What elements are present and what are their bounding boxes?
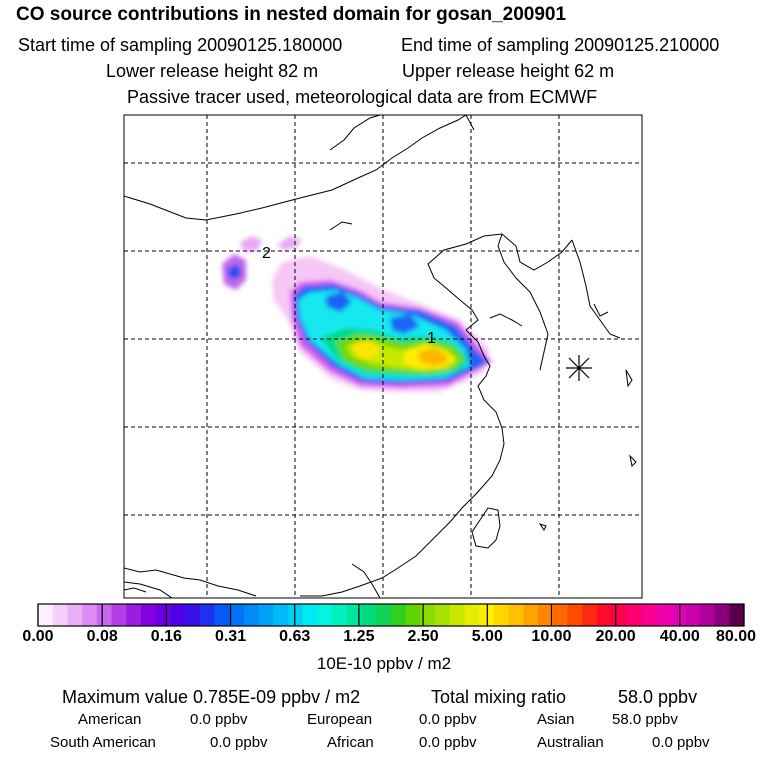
colorbar-swatch (596, 604, 613, 626)
colorbar-swatch (243, 604, 260, 626)
region-value-south-american: 0.0 ppbv (210, 734, 268, 751)
colorbar-swatch (464, 604, 480, 626)
colorbar-swatch (214, 604, 230, 626)
colorbar-swatch (670, 604, 686, 626)
lower-release-label: Lower release height 82 m (106, 61, 319, 81)
colorbar-swatch (420, 604, 436, 626)
plume-orange-core (418, 348, 448, 366)
colorbar-swatch (96, 604, 113, 626)
colorbar-swatch (288, 604, 304, 626)
region-value-african: 0.0 ppbv (419, 734, 477, 751)
colorbar-swatch (523, 604, 539, 626)
colorbar-tick-label: 40.00 (659, 628, 700, 645)
colorbar-swatch (332, 604, 348, 626)
colorbar-swatch (273, 604, 289, 626)
colorbar-swatch (140, 604, 157, 626)
colorbar-swatch (582, 604, 598, 626)
upper-release-label: Upper release height 62 m (402, 61, 615, 81)
colorbar-tick-label: 20.00 (595, 628, 636, 645)
plume-blue-pocket-2 (390, 314, 420, 334)
colorbar-tick-label: 0.16 (150, 628, 182, 645)
colorbar-swatch (641, 604, 657, 626)
max-value-label: Maximum value 0.785E-09 ppbv / m2 (62, 687, 361, 707)
patch-pink-3 (278, 236, 302, 250)
region-name-south-american: South American (50, 734, 156, 751)
lat-lon-grid (124, 115, 642, 598)
source-marker-1: 1 (427, 330, 436, 347)
colorbar-swatch (391, 604, 407, 626)
colorbar-frame (37, 603, 745, 627)
colorbar-swatch (361, 604, 377, 626)
plume-blue-pocket (326, 292, 352, 312)
colorbar-tick-label: 5.00 (471, 628, 503, 645)
total-mixing-value: 58.0 ppbv (618, 687, 698, 707)
map-frame (123, 114, 643, 599)
region-value-australian: 0.0 ppbv (652, 734, 710, 751)
colorbar-swatch (493, 604, 510, 626)
colorbar-swatch (626, 604, 642, 626)
end-time-label: End time of sampling 20090125.210000 (401, 35, 720, 55)
region-name-australian: Australian (537, 734, 604, 751)
colorbar-swatch (611, 604, 627, 626)
total-mixing-label: Total mixing ratio (431, 687, 567, 707)
plume-yellow-west (352, 340, 380, 358)
colorbar-tick-label: 1.25 (343, 628, 375, 645)
colorbar-swatch (405, 604, 421, 626)
colorbar-swatch (199, 604, 215, 626)
region-value-american: 0.0 ppbv (190, 711, 248, 728)
colorbar-swatch (155, 604, 171, 626)
colorbar-swatch (508, 604, 524, 626)
plot-title: CO source contributions in nested domain… (16, 4, 567, 25)
region-name-european: European (307, 711, 373, 728)
colorbar-swatch (38, 604, 54, 626)
coastlines (124, 115, 637, 598)
colorbar-swatch (82, 604, 98, 626)
colorbar-swatch (729, 604, 745, 626)
region-name-american: American (78, 711, 142, 728)
colorbar-tick-label: 0.31 (214, 628, 247, 645)
colorbar-swatch (52, 604, 68, 626)
colorbar-swatch (229, 604, 245, 626)
colorbar-swatch (567, 604, 583, 626)
colorbar-swatch (435, 604, 451, 626)
colorbar-swatch (258, 604, 274, 626)
colorbar-swatch (449, 604, 466, 626)
colorbar-swatch (67, 604, 83, 626)
receptor-star-icon (566, 355, 592, 381)
colorbar-swatch (552, 604, 568, 626)
colorbar-swatch (111, 604, 127, 626)
source-marker-2: 2 (262, 245, 271, 262)
region-name-african: African (327, 734, 374, 751)
colorbar-swatch (126, 604, 142, 626)
colorbar-tick-label: 0.00 (22, 628, 54, 645)
colorbar-tick-label: 2.50 (407, 628, 439, 645)
region-value-european: 0.0 ppbv (419, 711, 477, 728)
tracer-note: Passive tracer used, meteorological data… (127, 87, 598, 107)
colorbar-swatch (699, 604, 716, 626)
region-value-asian: 58.0 ppbv (612, 711, 678, 728)
colorbar (37, 603, 745, 627)
colorbar-tick-label: 0.08 (86, 628, 118, 645)
region-name-asian: Asian (537, 711, 575, 728)
colorbar-swatch (714, 604, 730, 626)
colorbar-swatch (538, 604, 554, 626)
colorbar-tick-label: 80.00 (715, 628, 757, 645)
plume-layer (222, 236, 492, 392)
colorbar-swatch (317, 604, 333, 626)
colorbar-swatch (170, 604, 186, 626)
colorbar-tick-label: 0.63 (279, 628, 311, 645)
patch-blob-core (228, 264, 242, 280)
colorbar-swatch (655, 604, 671, 626)
colorbar-swatch (376, 604, 392, 626)
colorbar-tick-label: 10.00 (531, 628, 572, 645)
colorbar-swatch (185, 604, 201, 626)
colorbar-swatch (685, 604, 701, 626)
start-time-label: Start time of sampling 20090125.180000 (18, 35, 343, 55)
colorbar-swatch (346, 604, 363, 626)
colorbar-swatch (302, 604, 318, 626)
colorbar-unit: 10E-10 ppbv / m2 (316, 654, 452, 673)
patch-pink-2 (240, 236, 262, 252)
